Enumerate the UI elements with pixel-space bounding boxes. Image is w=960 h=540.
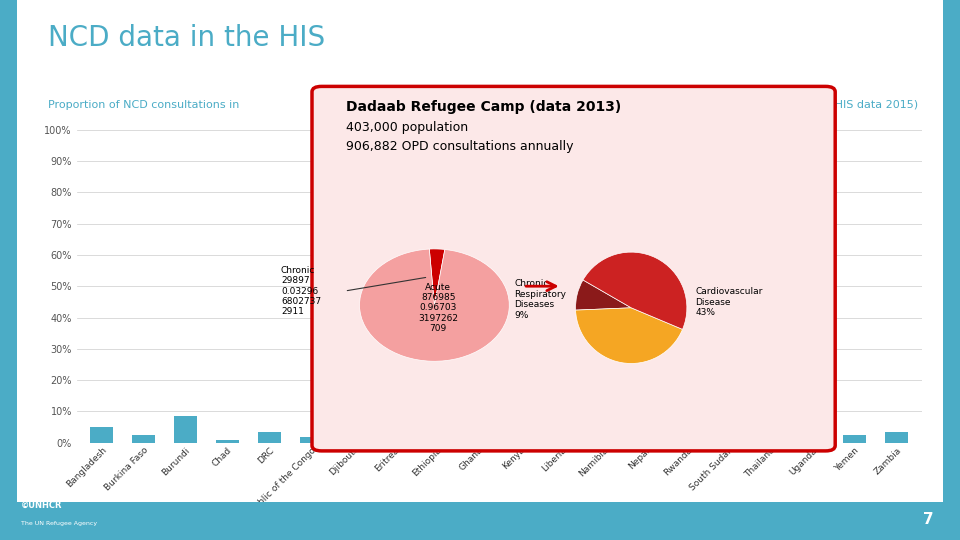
Bar — [843, 435, 866, 443]
Text: Dadaab Refugee Camp (data 2013): Dadaab Refugee Camp (data 2013) — [346, 100, 621, 114]
Text: are Services (HIS data 2015): are Services (HIS data 2015) — [758, 100, 919, 110]
Text: The UN Refugee Agency: The UN Refugee Agency — [21, 522, 97, 526]
Text: Dadaab Refugee Camp (data 2013): Dadaab Refugee Camp (data 2013) — [346, 100, 621, 114]
Wedge shape — [576, 280, 632, 310]
Bar — [90, 427, 113, 443]
Wedge shape — [429, 249, 444, 305]
Text: 403,000 population: 403,000 population — [346, 122, 468, 134]
Bar — [759, 435, 782, 443]
Bar — [550, 427, 573, 443]
Bar — [676, 441, 699, 443]
Wedge shape — [583, 252, 686, 329]
Bar — [885, 432, 908, 443]
Text: 403,000 population: 403,000 population — [346, 122, 468, 134]
Wedge shape — [360, 249, 509, 361]
Bar — [216, 440, 239, 443]
Bar — [174, 416, 197, 443]
Bar — [132, 435, 156, 443]
Text: 7: 7 — [924, 511, 934, 526]
Text: ©UNHCR: ©UNHCR — [21, 501, 62, 510]
Text: Chronic
Respiratory
Diseases
9%: Chronic Respiratory Diseases 9% — [515, 279, 566, 320]
Bar — [467, 401, 490, 443]
Bar — [509, 430, 532, 443]
Text: Cardiovascular
Disease
43%: Cardiovascular Disease 43% — [695, 287, 762, 317]
Text: Acute
876985
0.96703
3197262
709: Acute 876985 0.96703 3197262 709 — [419, 282, 458, 333]
Text: NCD data in the HIS: NCD data in the HIS — [48, 24, 325, 52]
Bar — [718, 442, 741, 443]
Text: 906,882 OPD consultations annually: 906,882 OPD consultations annually — [346, 140, 573, 153]
Text: Proportion of NCD consultations in: Proportion of NCD consultations in — [48, 100, 243, 110]
Bar — [383, 436, 406, 443]
Bar — [592, 393, 615, 443]
Bar — [342, 418, 365, 443]
Text: Chronic
29897
0.03296
6802737
2911: Chronic 29897 0.03296 6802737 2911 — [281, 266, 321, 316]
Bar — [257, 432, 280, 443]
Bar — [802, 441, 825, 443]
Bar — [425, 415, 448, 443]
Bar — [300, 436, 323, 443]
Bar — [634, 402, 657, 443]
Text: 906,882 OPD consultations annually: 906,882 OPD consultations annually — [346, 140, 573, 153]
Wedge shape — [576, 308, 683, 363]
